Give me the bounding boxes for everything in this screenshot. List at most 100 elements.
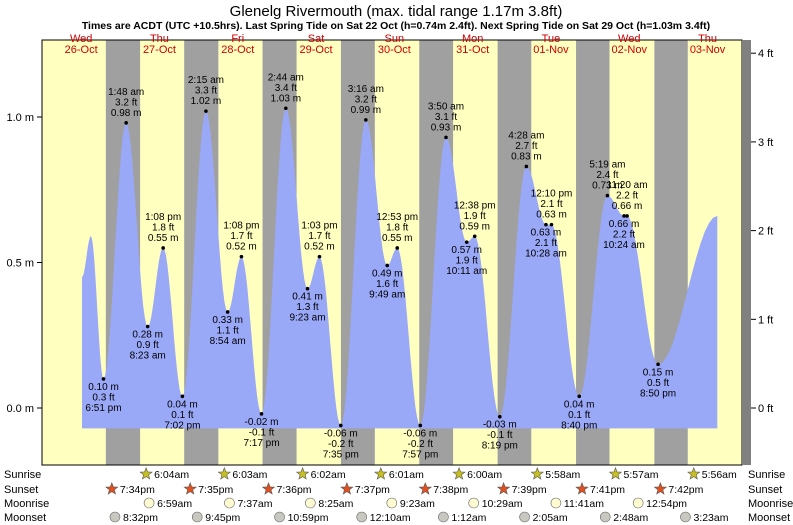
extreme-label-line: 8:50 pm [640,388,676,399]
moonset-moon-icon [519,511,530,523]
moonset-time: 2:05am [533,512,568,524]
astro-row-label-right: Moonrise [748,498,793,510]
extreme-label-line: -0.2 ft [407,439,433,450]
sunset-time: 7:42pm [668,484,703,496]
sunset-star-icon [418,481,433,495]
sunset-time: 7:39pm [512,484,547,496]
extreme-point [472,234,477,239]
astro-row-label-left: Moonrise [4,498,49,510]
moonset-time: 10:59pm [288,512,329,524]
extreme-point [317,254,322,259]
y-tick-label-right: 0 ft [758,403,773,415]
moonset-moon-icon [438,511,449,523]
extreme-label-line: 3.1 ft [435,112,457,123]
moonrise-time: 12:54pm [646,498,687,510]
y-tick-label-left: 0.0 m [6,403,34,415]
day-weekday: Thu [150,33,169,45]
extreme-point [656,362,660,367]
extreme-label-line: 9:49 am [369,289,405,300]
sunset-star-icon [183,481,197,495]
extreme-labels: 0.10 m0.3 ft6:51 pm1:48 am3.2 ft0.98 m0.… [85,72,676,460]
day-date: 31-Oct [456,44,489,56]
extreme-label-line: 1.7 ft [308,231,330,242]
extreme-label-line: 0.52 m [226,242,257,253]
extreme-point [622,214,626,218]
extreme-label-line: 1.1 ft [217,325,239,336]
extreme-label-line: 4:28 am [508,130,544,141]
extreme-label-line: 0.1 ft [568,410,590,421]
extreme-label-line: 1.8 ft [152,222,174,233]
extreme-label-line: 0.66 m [612,201,643,212]
day-weekday: Sun [385,33,405,45]
extreme-label-line: 10:24 am [603,240,645,251]
extreme-label-line: 0.55 m [148,233,179,244]
extreme-label-line: 0.93 m [431,122,462,133]
day-date: 30-Oct [378,44,411,56]
extreme-label-line: 0.55 m [382,233,413,244]
sunrise-time: 6:01am [389,469,424,481]
extreme-label-line: 2.4 ft [596,170,618,181]
extreme-label-line: 7:57 pm [402,449,438,460]
day-date: 03-Nov [690,44,726,56]
extreme-point [524,164,529,169]
extreme-label-line: 1:48 am [108,87,144,98]
extreme-label-line: 0.3 ft [92,392,114,403]
extreme-label-line: 1.9 ft [456,256,478,267]
extreme-label-line: 8:54 am [210,336,246,347]
astro-row-label-left: Sunset [4,484,38,496]
day-weekday: Tue [542,33,561,45]
sunset-star-icon [496,481,511,495]
extreme-label-line: 1.6 ft [376,279,398,290]
extreme-point [395,246,400,250]
moonset-moon-icon [599,511,611,523]
extreme-point [549,222,554,227]
moonset-moon-icon [680,511,691,523]
extreme-label-line: 1.02 m [191,96,222,107]
extreme-label-line: 10:28 am [525,249,567,260]
extreme-label-line: 0.52 m [304,242,335,253]
sunset-time: 7:35pm [198,484,233,496]
extreme-label-line: 2:15 am [188,75,224,86]
y-tick-label-right: 1 ft [758,314,773,326]
y-tick-label-left: 0.5 m [6,258,34,270]
extreme-label-line: 0.28 m [132,330,163,341]
extreme-label-line: 3:50 am [428,101,464,112]
sunrise-star-icon [217,466,232,480]
extreme-point [605,193,610,198]
extreme-label-line: 12:10 pm [531,189,573,200]
extreme-point [305,286,310,291]
sunrise-star-icon [452,466,466,480]
moonset-time: 9:45pm [205,512,240,524]
extreme-label-line: 0.66 m [609,219,640,230]
extreme-label-line: 2.7 ft [515,141,537,152]
extreme-label-line: 1:08 pm [145,212,181,223]
y-tick-label-right: 2 ft [758,226,773,238]
extreme-point [239,254,244,259]
extreme-point [259,412,264,416]
extreme-label-line: 0.04 m [167,399,198,410]
extreme-point [364,118,368,122]
sunset-time: 7:34pm [120,484,155,496]
extreme-point [204,109,208,113]
extreme-point [225,310,230,314]
moonrise-moon-icon [632,497,644,509]
extreme-label-line: -0.03 m [483,420,517,431]
moonrise-moon-icon [143,497,155,509]
extreme-label-line: -0.2 ft [328,439,354,450]
extreme-label-line: 6:51 pm [85,403,121,414]
extreme-label-line: 8:40 pm [561,420,597,431]
extreme-point [464,240,469,244]
sunrise-time: 6:04am [154,469,189,481]
extreme-label-line: 1.03 m [271,93,302,104]
y-tick-label-left: 1.0 m [6,112,34,124]
extreme-point [577,394,582,399]
day-weekday: Thu [698,33,717,45]
extreme-label-line: 10:11 am [446,266,487,277]
extreme-point [418,423,423,428]
chart-subtitle: Times are ACDT (UTC +10.5hrs). Last Spri… [82,20,710,32]
extreme-point [544,222,548,227]
sunrise-star-icon [295,466,310,480]
moonrise-moon-icon [550,497,562,509]
extreme-label-line: 0.59 m [459,221,490,232]
extreme-label-line: 7:17 pm [243,438,279,449]
